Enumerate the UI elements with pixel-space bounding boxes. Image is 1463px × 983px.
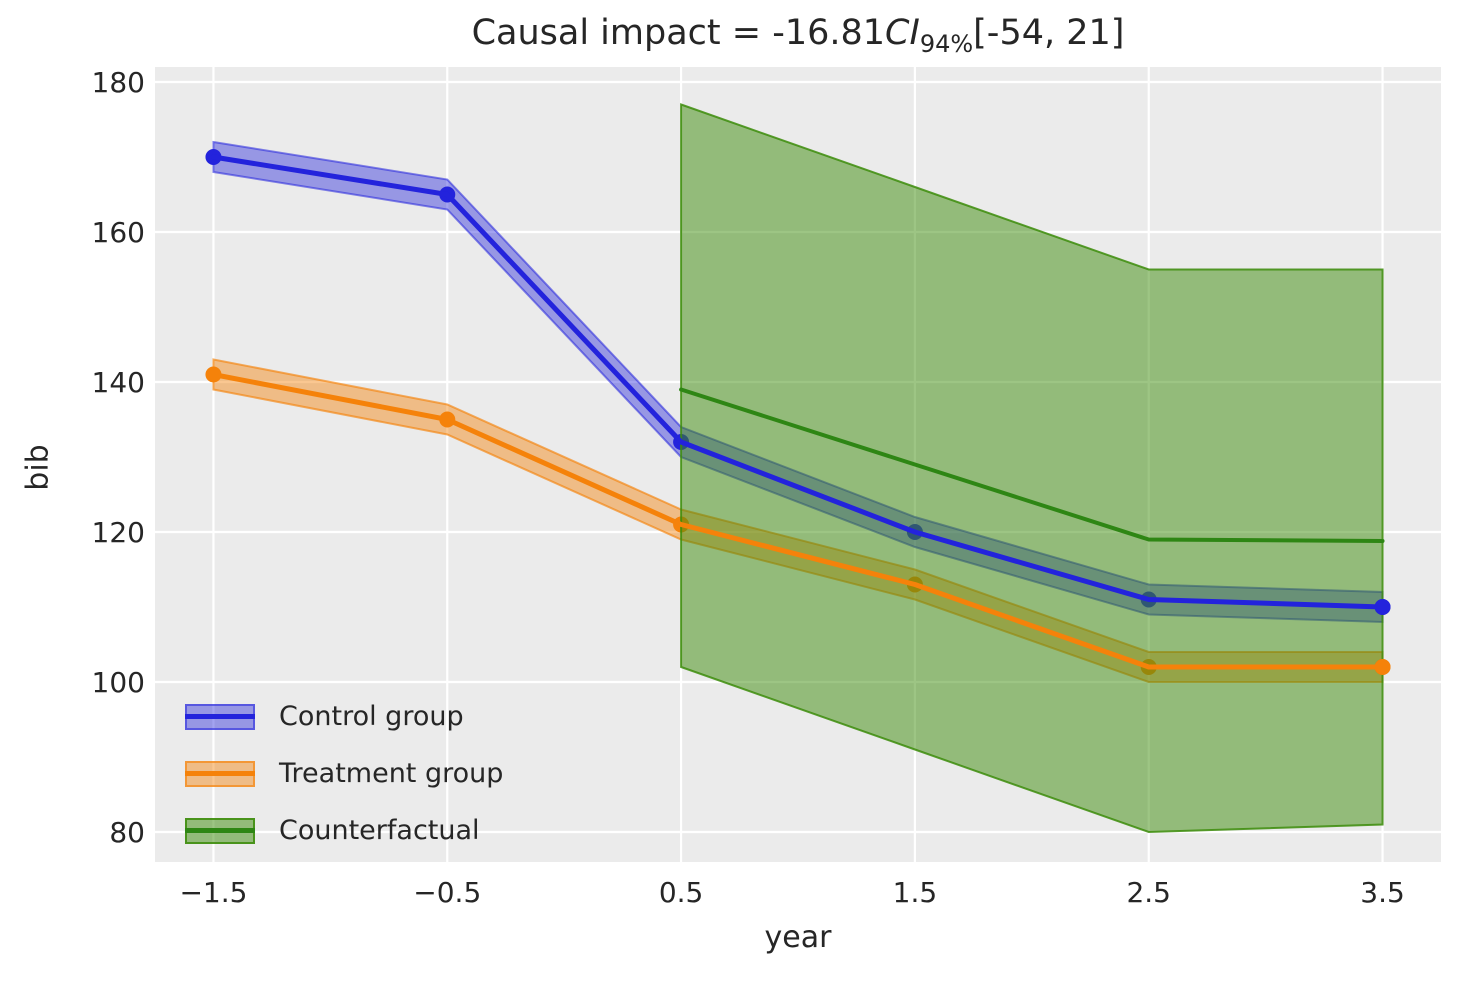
x-tick-label: 3.5 [1360, 876, 1405, 909]
legend-label-treatment: Treatment group [279, 758, 504, 789]
control-group-line-icon [185, 714, 255, 719]
counterfactual-hdi-band [680, 103, 1384, 834]
treatment-group-swatch-icon [185, 760, 255, 787]
x-tick-label: 0.5 [659, 876, 704, 909]
x-tick-label: 1.5 [893, 876, 938, 909]
title-ci-subscript: 94% [919, 30, 974, 58]
y-tick-label: 180 [92, 66, 145, 99]
counterfactual-swatch-icon [185, 817, 255, 844]
y-tick-label: 160 [92, 216, 145, 249]
control-point-marker [1374, 599, 1391, 615]
treatment-group-line-icon [185, 771, 255, 776]
control-group-swatch-icon [185, 703, 255, 730]
x-tick-label: −0.5 [413, 876, 481, 909]
y-axis-label: bib [20, 444, 56, 491]
treatment-point-marker [1374, 659, 1391, 675]
chart-title: Causal impact = -16.81CI94%[-54, 21] [155, 13, 1441, 56]
y-tick-label: 80 [109, 816, 145, 849]
title-interval: [-54, 21] [973, 13, 1125, 53]
legend-item-counterfactual: Counterfactual [185, 815, 503, 846]
legend-label-counterfactual: Counterfactual [279, 815, 480, 846]
treatment-line [210, 372, 1386, 670]
legend: Control group Treatment group Counterfac… [185, 701, 503, 846]
counterfactual-line [679, 387, 1385, 543]
legend-item-treatment: Treatment group [185, 758, 503, 789]
x-tick-label: 2.5 [1126, 876, 1171, 909]
title-prefix: Causal impact = -16.81 [471, 13, 886, 53]
y-tick-label: 120 [92, 516, 145, 549]
control-line [210, 154, 1386, 610]
x-axis-label: year [764, 920, 832, 955]
counterfactual-line-icon [185, 828, 255, 833]
title-ci-symbol: CI [885, 13, 920, 53]
legend-item-control: Control group [185, 701, 503, 732]
x-tick-label: −1.5 [179, 876, 247, 909]
y-tick-label: 140 [92, 366, 145, 399]
y-tick-label: 100 [92, 666, 145, 699]
legend-label-control: Control group [279, 701, 464, 732]
